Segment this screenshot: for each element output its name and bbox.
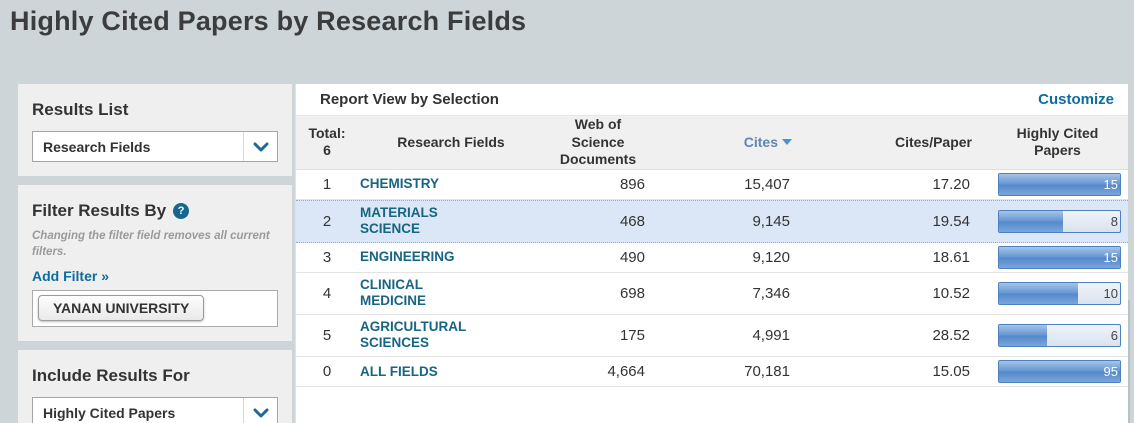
include-results-heading: Include Results For [32,366,190,386]
highly-cited-papers-cell: 10 [986,279,1129,308]
include-results-dropdown[interactable]: Highly Cited Papers [32,397,278,423]
page-right-gutter [1128,0,1134,423]
total-value: 6 [323,142,331,159]
filter-note: Changing the filter field removes all cu… [32,230,270,258]
table-row: 2 MATERIALS SCIENCE 468 9,145 19.54 8 [296,199,1129,243]
rank-cell: 2 [322,212,332,230]
cites-per-paper-cell: 10.52 [932,284,970,302]
wos-documents-cell: 468 [619,212,645,230]
wos-documents-cell: 698 [619,284,645,302]
rank-cell: 4 [322,284,332,302]
results-list-section: Results List Research Fields [18,84,292,176]
table-row: 3 ENGINEERING 490 9,120 18.61 15 [296,242,1129,273]
chevron-down-icon [243,132,277,161]
cites-cell: 9,145 [752,212,790,230]
bar-fill [999,173,1120,195]
column-header-cites-per-paper[interactable]: Cites/Paper [894,133,972,150]
rank-cell: 1 [322,175,332,193]
wos-documents-cell: 175 [619,326,645,344]
sort-descending-icon [782,138,792,145]
bar-value-label: 6 [1110,327,1118,343]
highly-cited-papers-cell: 15 [986,170,1129,199]
wos-documents-cell: 4,664 [607,363,645,381]
highly-cited-papers-bar: 15 [998,245,1121,269]
highly-cited-papers-bar: 15 [998,172,1121,196]
column-header-wos-documents[interactable]: Web of Science Documents [559,116,637,167]
cites-per-paper-cell: 19.54 [932,212,970,230]
include-results-section: Include Results For Highly Cited Papers [18,350,292,423]
table-row: 5 AGRICULTURAL SCIENCES 175 4,991 28.52 … [296,314,1129,358]
bar-value-label: 15 [1103,176,1118,192]
wos-documents-cell: 896 [619,175,645,193]
results-list-heading: Results List [32,100,129,119]
bar-fill [999,210,1064,232]
results-list-selected-value: Research Fields [43,138,151,155]
results-list-dropdown[interactable]: Research Fields [32,131,278,162]
cites-cell: 15,407 [744,175,790,193]
wos-documents-cell: 490 [619,248,645,266]
table-row: 1 CHEMISTRY 896 15,407 17.20 15 [296,169,1129,200]
column-header-highly-cited-papers[interactable]: Highly Cited Papers [1016,124,1099,159]
research-field-link[interactable]: CHEMISTRY [360,176,440,191]
active-filter-button[interactable]: YANAN UNIVERSITY [38,295,205,322]
table-header-row: Total: 6 Research Fields Web of Science … [296,116,1128,170]
report-view-title: Report View by Selection [320,91,499,108]
active-filter-container: YANAN UNIVERSITY [32,290,278,328]
highly-cited-papers-bar: 6 [998,323,1121,347]
cites-cell: 70,181 [744,363,790,381]
research-field-link[interactable]: AGRICULTURAL SCIENCES [360,318,466,351]
bar-fill [999,246,1120,268]
report-panel: Report View by Selection Customize Total… [295,84,1128,423]
highly-cited-papers-bar: 10 [998,281,1121,305]
highly-cited-papers-cell: 8 [986,207,1129,236]
filter-section: Filter Results By ? Changing the filter … [18,185,292,342]
cites-per-paper-cell: 15.05 [932,363,970,381]
research-field-link[interactable]: CLINICAL MEDICINE [360,276,427,308]
highly-cited-papers-bar: 95 [998,360,1121,384]
cites-per-paper-cell: 18.61 [932,248,970,266]
highly-cited-papers-cell: 95 [986,357,1129,386]
chevron-down-icon [243,398,277,423]
customize-link[interactable]: Customize [1038,91,1114,108]
cites-cell: 4,991 [752,326,790,344]
research-field-link[interactable]: ALL FIELDS [360,363,438,379]
highly-cited-papers-bar: 8 [998,209,1121,233]
table-row: 0 ALL FIELDS 4,664 70,181 15.05 95 [296,357,1129,388]
filter-heading-label: Filter Results By [32,201,167,220]
rank-cell: 3 [322,248,332,266]
cites-cell: 7,346 [752,284,790,302]
filter-heading: Filter Results By ? [32,201,278,221]
cites-per-paper-cell: 28.52 [932,326,970,344]
report-header-bar: Report View by Selection Customize [296,84,1128,116]
cites-per-paper-cell: 17.20 [932,175,970,193]
column-header-cites-sorted[interactable]: Cites [652,134,806,152]
research-field-link[interactable]: MATERIALS SCIENCE [360,204,438,236]
bar-value-label: 10 [1103,285,1118,301]
column-header-research-fields[interactable]: Research Fields [397,133,505,150]
bar-value-label: 8 [1110,213,1118,229]
add-filter-link[interactable]: Add Filter » [32,268,110,285]
question-mark-icon[interactable]: ? [173,203,190,219]
total-count-header: Total: 6 [296,125,358,160]
research-field-link[interactable]: ENGINEERING [360,249,455,265]
table-body: 1 CHEMISTRY 896 15,407 17.20 15 2 MATERI… [296,169,1129,388]
bar-value-label: 15 [1103,249,1118,265]
highly-cited-papers-cell: 15 [986,243,1129,272]
bar-fill [999,282,1078,304]
cites-header-label: Cites [743,133,778,150]
bar-value-label: 95 [1103,364,1118,380]
scrollbar-edge[interactable] [1128,300,1130,423]
page-title: Highly Cited Papers by Research Fields [10,6,527,36]
cites-cell: 9,120 [752,248,790,266]
total-label: Total: [308,124,346,141]
rank-cell: 0 [322,363,332,381]
include-results-selected-value: Highly Cited Papers [43,404,176,421]
bar-fill [999,361,1120,383]
table-row: 4 CLINICAL MEDICINE 698 7,346 10.52 10 [296,272,1129,315]
rank-cell: 5 [322,326,332,344]
bar-fill [999,324,1048,346]
highly-cited-papers-cell: 6 [986,321,1129,350]
sidebar: Results List Research Fields Filter Resu… [18,84,292,423]
